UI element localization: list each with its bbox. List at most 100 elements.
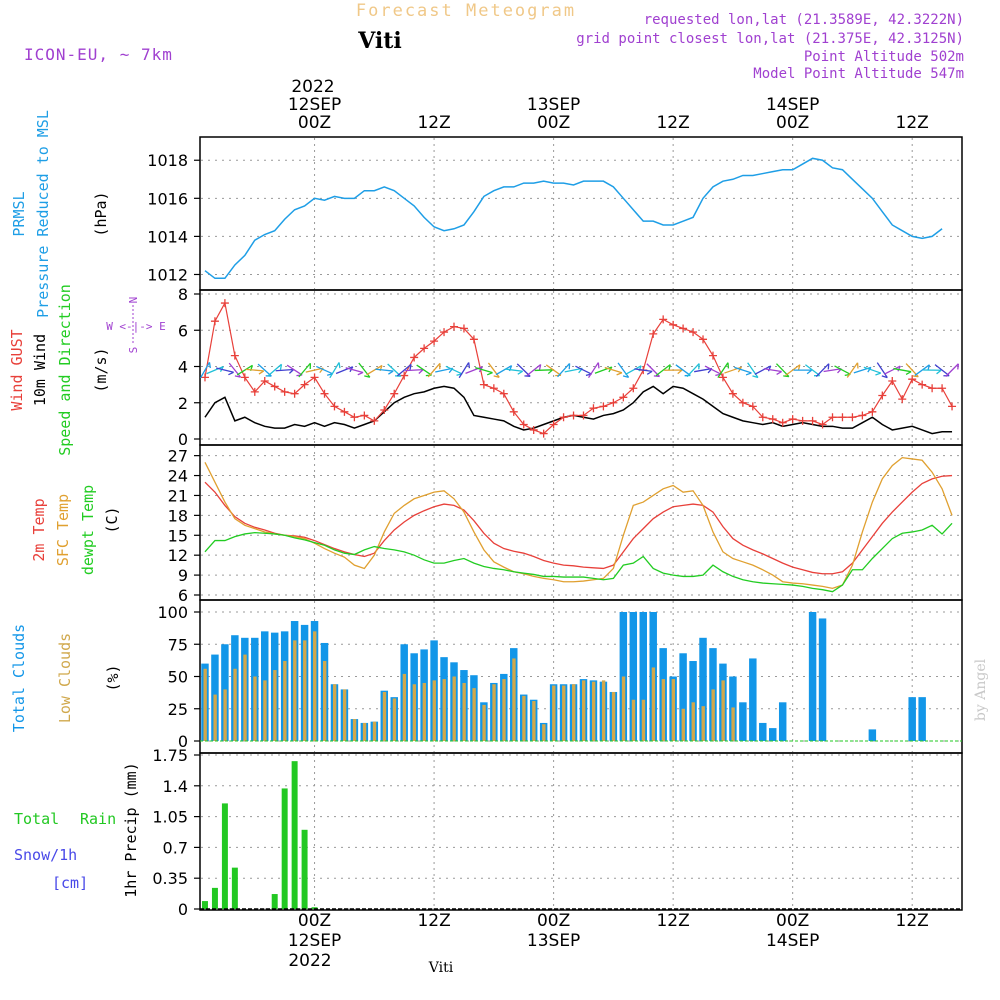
low-cloud-bar (323, 661, 327, 741)
gust-marker (380, 406, 389, 414)
gust-marker (788, 415, 797, 424)
bottom-year-label: 2022 (288, 951, 331, 971)
y-tick-label: 1.4 (163, 777, 188, 796)
y-tick-label: 9 (178, 566, 188, 585)
gust-marker (579, 411, 588, 420)
y-tick-label: 6 (178, 586, 188, 605)
top-time-tick-label: 00Z (776, 113, 809, 133)
gridpoint-coords: grid point closest lon,lat (21.375E, 42.… (576, 31, 964, 47)
y-tick-label: 25 (168, 700, 188, 719)
wind-direction-arrow (863, 366, 882, 376)
gust-marker (440, 328, 449, 337)
location-title: Viti (357, 28, 402, 54)
gust-marker (808, 416, 817, 425)
low-cloud-bar (422, 682, 426, 741)
low-cloud-bar (721, 680, 725, 741)
gust-marker (539, 429, 548, 438)
low-cloud-bar (671, 679, 676, 741)
gust-marker (569, 411, 578, 420)
top-time-tick-label: 12Z (417, 113, 450, 133)
gust-marker (888, 377, 897, 385)
wind-direction-arrow (815, 363, 830, 378)
gust-marker (350, 413, 359, 422)
wind-direction-arrow (664, 369, 683, 375)
gust-marker (728, 389, 737, 398)
low-cloud-bar (402, 673, 407, 741)
cloud-label-low: Low Clouds (56, 633, 74, 723)
y-tick-label: 0 (178, 732, 188, 751)
wind-direction-arrow (206, 366, 224, 375)
y-tick-label: 0 (178, 900, 188, 919)
total-cloud-bar (629, 612, 638, 741)
wind-direction-arrow (793, 369, 813, 375)
total-cloud-bar (868, 729, 877, 741)
bottom-date-label: 14SEP (766, 931, 819, 951)
total-cloud-bar (759, 722, 767, 741)
wind-direction-arrow (396, 363, 412, 377)
point-altitude: Point Altitude 502m (804, 49, 964, 65)
compass-we: W <-|-> E (106, 320, 166, 333)
low-cloud-bar (572, 684, 576, 741)
gust-marker (300, 380, 309, 389)
gust-marker (499, 389, 508, 398)
gust-marker (410, 353, 419, 362)
wind-direction-arrow (594, 366, 613, 374)
wind-direction-arrow (686, 363, 700, 378)
wind-direction-arrow (335, 366, 354, 375)
bottom-time-tick-label: 12Z (656, 911, 689, 931)
wind-direction-arrow (216, 367, 234, 376)
y-tick-label: 2 (178, 394, 188, 413)
wind-direction-arrow (763, 368, 782, 375)
wind-speed-line (204, 385, 953, 435)
gust-marker (270, 382, 279, 391)
footer-location: Viti (428, 960, 454, 976)
low-cloud-bar (293, 640, 297, 741)
wind-direction-arrow (747, 362, 759, 379)
y-tick-label: 100 (157, 603, 188, 622)
total-cloud-bar (639, 612, 647, 741)
y-tick-label: 21 (168, 486, 188, 505)
gust-marker (748, 402, 757, 411)
rain-bar (231, 867, 238, 909)
wind-direction-arrow (427, 362, 441, 378)
rain-bar (281, 788, 288, 909)
total-cloud-bar (679, 653, 687, 741)
wind-direction-arrow (834, 365, 851, 377)
precip-label-snow-unit: [cm] (52, 874, 88, 892)
low-cloud-bar (412, 684, 417, 741)
low-cloud-bar (462, 682, 466, 741)
gust-marker (330, 402, 339, 411)
wind-direction-arrow (345, 367, 364, 376)
wind-direction-arrow (475, 367, 493, 376)
gust-marker (400, 371, 409, 380)
y-tick-label: 12 (168, 546, 188, 565)
wind-gust-line (204, 301, 953, 435)
temp-unit: (C) (103, 506, 121, 533)
rain-bar (301, 829, 308, 909)
y-tick-label: 27 (168, 447, 188, 466)
precip-label-rain: Rain (80, 810, 116, 828)
pressure-label-2: Pressure Reduced to MSL (34, 110, 52, 318)
top-time-tick-label: 12Z (656, 113, 689, 133)
rain-bar (311, 907, 318, 909)
gust-marker (519, 420, 528, 429)
gust-marker (738, 398, 747, 407)
cloud-unit: (%) (104, 664, 122, 691)
low-cloud-bar (651, 667, 656, 741)
top-time-tick-label: 12Z (896, 113, 929, 133)
temp-label-2m: 2m Temp (30, 498, 48, 561)
total-cloud-bar (749, 658, 757, 741)
wind-direction-arrow (923, 369, 942, 375)
y-tick-label: 1012 (147, 265, 188, 284)
y-tick-label: 24 (168, 467, 188, 486)
gust-marker (669, 320, 678, 329)
gust-marker (420, 344, 429, 353)
wind-direction-arrow (785, 364, 801, 377)
gust-marker (948, 402, 957, 411)
gust-marker (828, 413, 837, 422)
wind-direction-arrow (405, 369, 424, 374)
low-cloud-bar (392, 698, 397, 741)
gust-marker (609, 398, 618, 407)
total-cloud-bar (769, 728, 777, 741)
